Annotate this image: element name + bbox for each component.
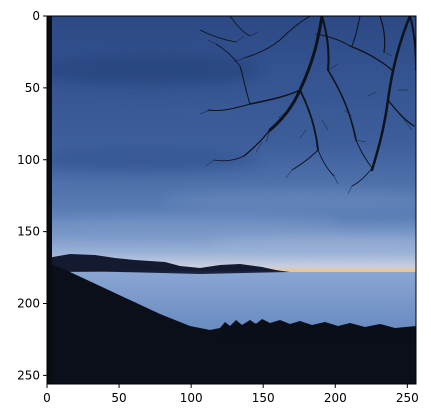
tree-line — [220, 319, 416, 340]
distant-ridge — [47, 254, 280, 272]
y-tick-label: 150 — [17, 225, 40, 239]
y-tick-label: 0 — [32, 9, 40, 23]
photo — [47, 16, 416, 384]
tree-twigs — [199, 31, 413, 195]
tree-branches — [199, 16, 416, 187]
left-edge-shadow — [47, 16, 52, 384]
y-tick-label: 250 — [17, 368, 40, 382]
x-tick-label: 0 — [43, 391, 51, 405]
x-tick-label: 250 — [396, 391, 419, 405]
y-tick-label: 100 — [17, 153, 40, 167]
foreground-hill — [47, 262, 416, 384]
x-tick-label: 150 — [252, 391, 275, 405]
x-tick-label: 50 — [111, 391, 126, 405]
x-axis: 0 50 100 150 200 250 — [43, 384, 419, 405]
x-tick-label: 100 — [180, 391, 203, 405]
y-tick-label: 200 — [17, 297, 40, 311]
y-tick-label: 50 — [25, 81, 40, 95]
cloud-streaks — [47, 54, 416, 253]
y-axis: 0 50 100 150 200 250 — [17, 9, 47, 382]
x-tick-label: 200 — [324, 391, 347, 405]
axes-frame — [46, 15, 417, 385]
